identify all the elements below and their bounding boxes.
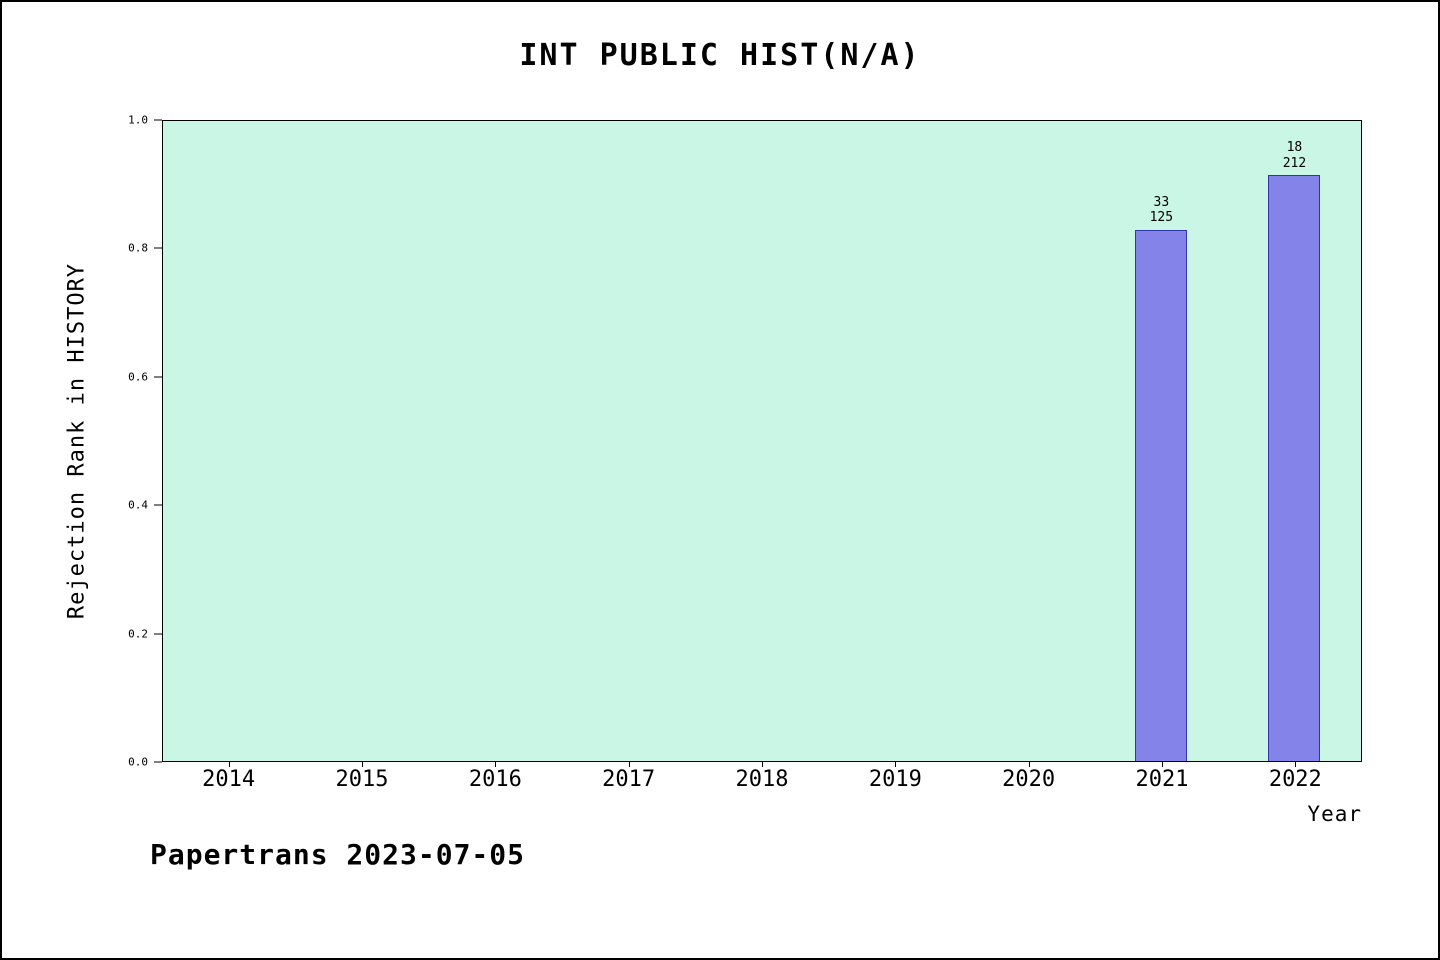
x-tick-label: 2018: [735, 767, 789, 792]
y-tick-mark: [154, 247, 162, 249]
x-tick-label: 2020: [1002, 767, 1056, 792]
y-tick-label: 0.0: [128, 755, 148, 769]
y-tick-label: 0.4: [128, 498, 148, 512]
x-tick-mark: [628, 762, 630, 767]
bar-annotation-line: 33: [1153, 194, 1170, 210]
y-tick-mark: [154, 119, 162, 121]
y-tick-mark: [154, 761, 162, 763]
bar-annotation: 18 212: [1283, 140, 1306, 171]
x-tick-label: 2021: [1135, 767, 1189, 792]
chart-title: INT PUBLIC HIST(N/A): [519, 38, 921, 73]
bar-annotation-line: 18: [1286, 140, 1303, 156]
x-tick-mark: [362, 762, 363, 767]
y-tick-mark: [154, 633, 162, 635]
plot-area: 33 125 18 212: [162, 120, 1362, 762]
y-tick-label: 0.6: [128, 370, 148, 384]
x-tick-mark: [895, 762, 897, 767]
y-tick-label: 1.0: [128, 113, 148, 127]
bar-annotation-line: 212: [1282, 155, 1307, 171]
bar: [1135, 229, 1188, 761]
watermark-text: Papertrans 2023-07-05: [150, 838, 526, 871]
x-tick-label: 2014: [202, 767, 256, 792]
x-tick-mark: [495, 762, 497, 767]
y-axis-ticks: 0.0 0.2 0.4 0.6 0.8 1.0: [2, 115, 162, 768]
x-tick-mark: [228, 762, 230, 767]
bar-annotation: 33 125: [1150, 195, 1173, 226]
x-tick-mark: [1028, 762, 1030, 767]
x-tick-label: 2019: [868, 767, 922, 792]
y-tick-label: 0.2: [128, 627, 148, 641]
y-tick-mark: [154, 504, 162, 506]
y-tick-mark: [154, 376, 162, 378]
x-axis-ticks: 2014 2015 2016 2017 2018 2019 2020 2021 2022: [162, 762, 1362, 802]
x-tick-mark: [1295, 762, 1297, 767]
y-tick-label: 0.8: [128, 241, 148, 255]
x-tick-mark: [1161, 762, 1163, 767]
x-tick-label: 2016: [468, 767, 522, 792]
bar-annotation-line: 125: [1149, 210, 1174, 226]
x-tick-label: 2022: [1268, 767, 1322, 792]
bar: [1268, 175, 1321, 761]
x-tick-mark: [762, 762, 763, 767]
x-tick-label: 2017: [602, 767, 656, 792]
x-axis-label: Year: [1307, 802, 1362, 826]
x-tick-label: 2015: [335, 767, 389, 792]
